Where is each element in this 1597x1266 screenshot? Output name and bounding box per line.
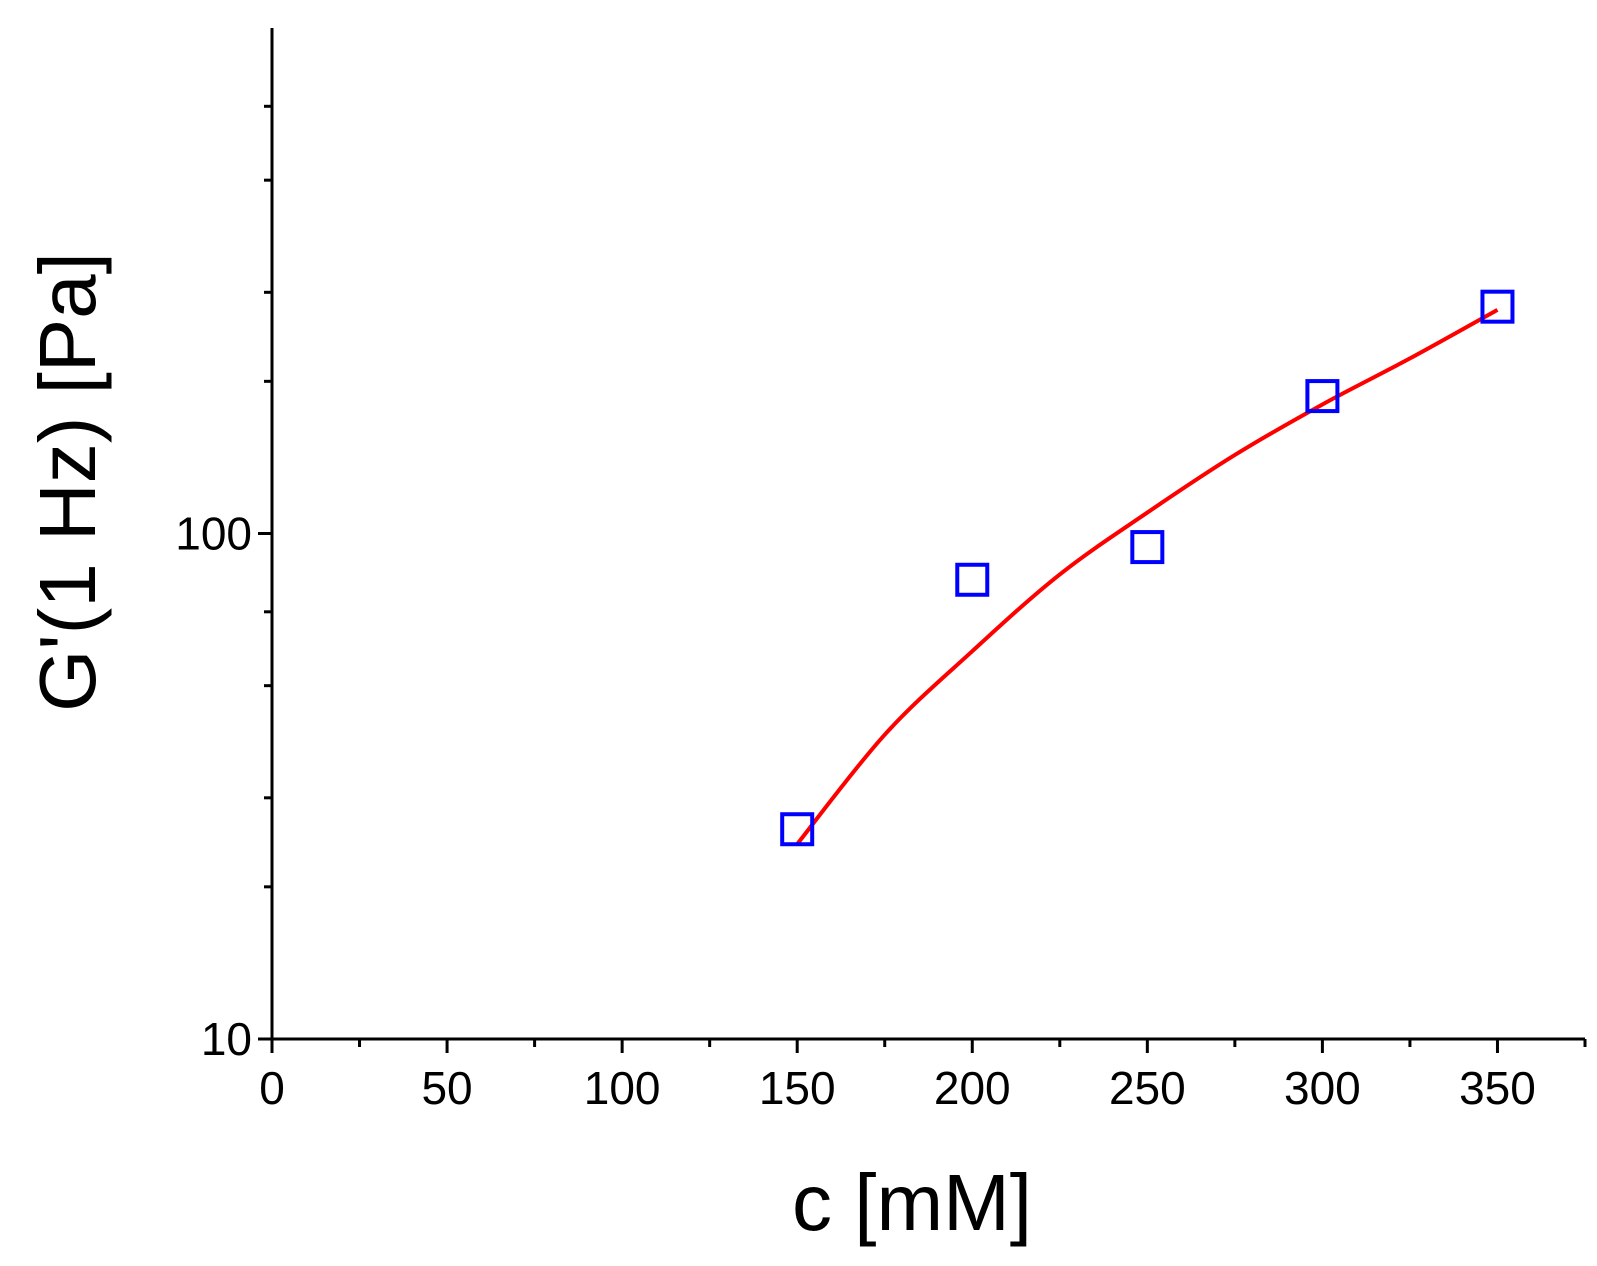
x-axis-title: c [mM] bbox=[792, 1158, 1032, 1247]
x-tick-label: 350 bbox=[1459, 1062, 1536, 1114]
x-axis: 0 50 100 150 200 250 300 350 bbox=[259, 1037, 1587, 1114]
y-tick-label: 10 bbox=[201, 1013, 252, 1065]
x-tick-label: 300 bbox=[1284, 1062, 1361, 1114]
data-point-marker bbox=[1305, 379, 1340, 414]
marker-group bbox=[780, 289, 1515, 847]
x-tick-label: 50 bbox=[421, 1062, 472, 1114]
x-tick-label: 200 bbox=[934, 1062, 1011, 1114]
y-tick-label: 100 bbox=[175, 508, 252, 560]
y-axis: 10 100 bbox=[175, 28, 274, 1065]
x-tick-label: 250 bbox=[1109, 1062, 1186, 1114]
data-point-marker bbox=[955, 562, 990, 597]
data-point-marker bbox=[1130, 530, 1165, 565]
x-tick-label: 100 bbox=[584, 1062, 661, 1114]
y-axis-title: G'(1 Hz) [Pa] bbox=[23, 252, 112, 712]
fit-line-group bbox=[795, 308, 1499, 846]
data-point-marker bbox=[1480, 289, 1515, 324]
x-tick-label: 0 bbox=[259, 1062, 285, 1114]
x-tick-label: 150 bbox=[759, 1062, 836, 1114]
fit-curve bbox=[795, 308, 1499, 846]
data-point-marker bbox=[780, 812, 815, 847]
